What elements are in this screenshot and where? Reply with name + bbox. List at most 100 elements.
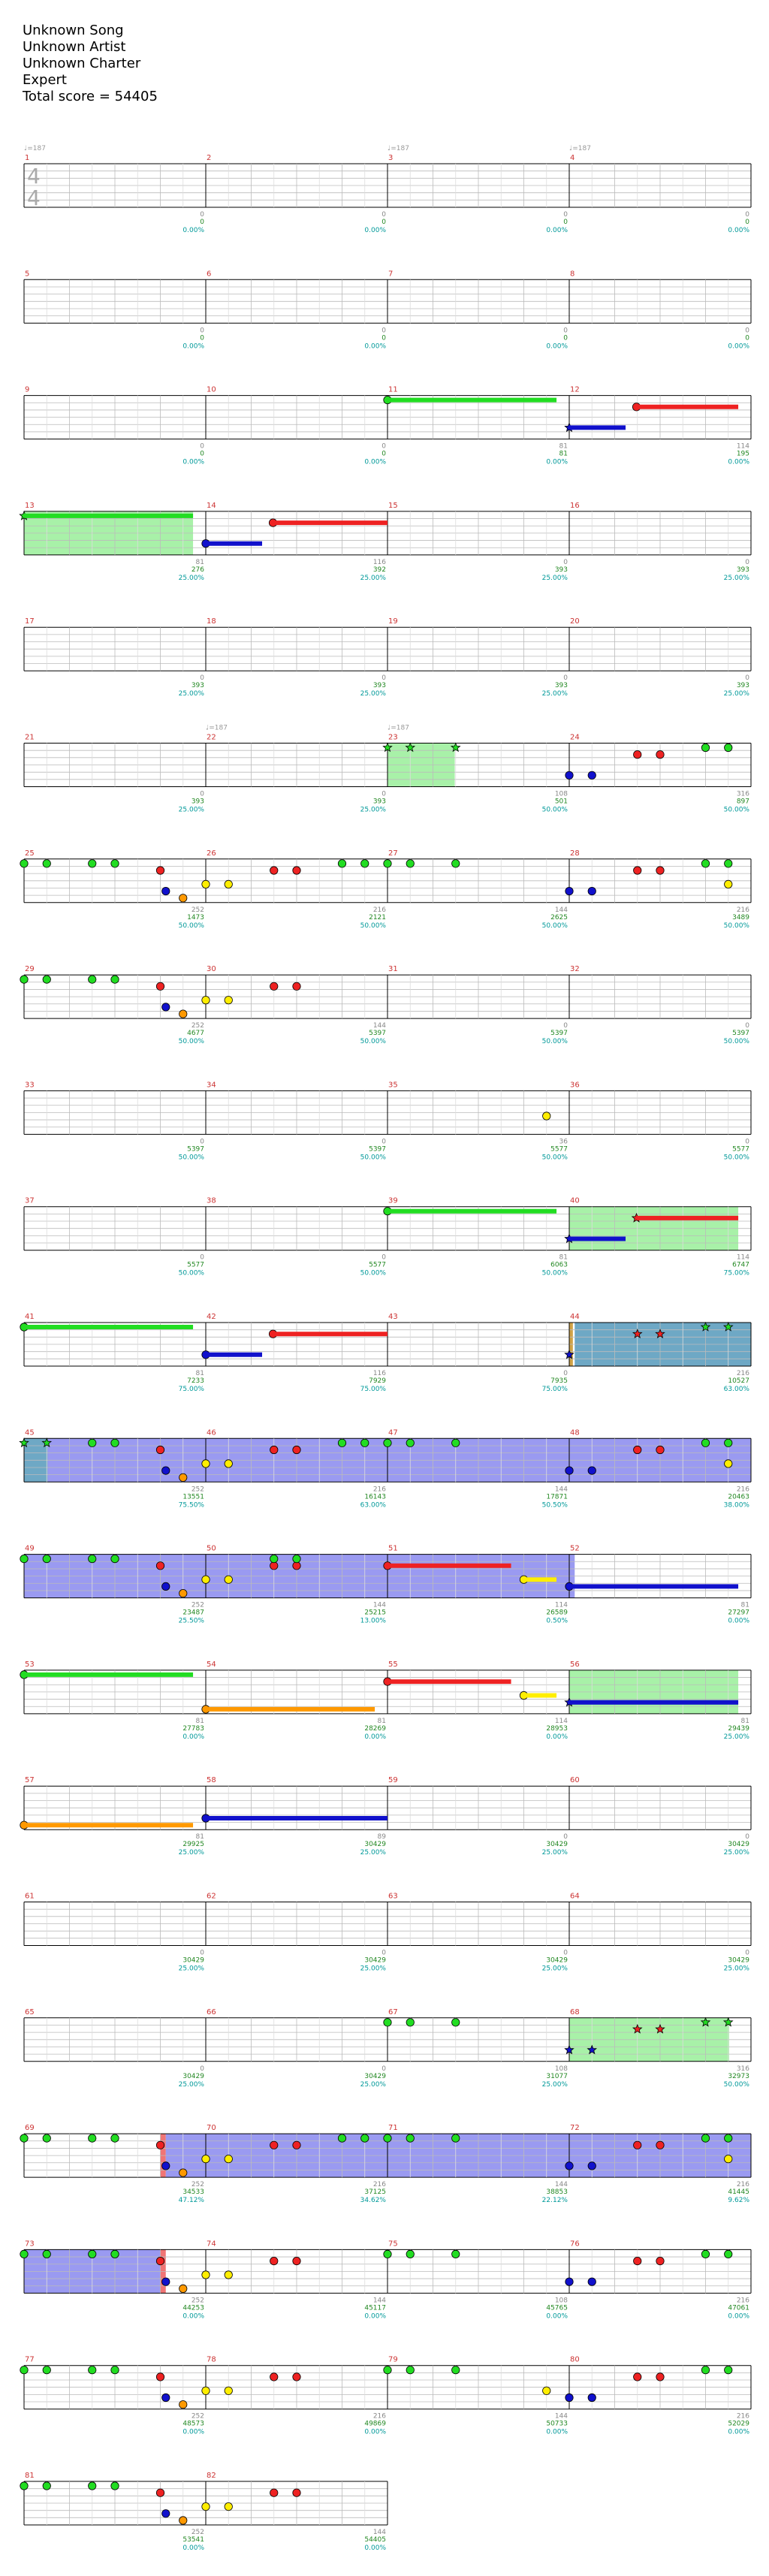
running-total: 7935 [550,1377,568,1385]
song-artist: Unknown Artist [23,39,126,55]
sp-percent: 0.00% [364,342,386,350]
running-total: 5577 [187,1262,204,1269]
measure-note-score: 0 [200,1138,204,1145]
measure-note-score: 81 [196,1833,204,1841]
measure-note-score: 0 [381,211,386,219]
running-total: 25215 [364,1609,386,1617]
measure-number: 81 [25,2472,35,2480]
measure-note-score: 81 [559,443,568,451]
running-total: 2121 [369,914,386,922]
green-note [724,2134,733,2143]
star-note [632,1329,643,1339]
sp-percent: 25.50% [179,1618,205,1625]
measure-number: 13 [25,502,35,510]
measure-note-score: 0 [745,1950,749,1957]
sp-percent: 0.00% [728,2429,749,2436]
measure-number: 28 [570,849,580,858]
green-note [42,859,51,868]
star-note [450,742,461,753]
green-note [110,2481,119,2490]
red-note [292,2372,301,2381]
sp-percent: 0.00% [182,227,204,234]
running-total: 30429 [364,1841,386,1848]
measure-number: 29 [25,965,35,973]
running-total: 392 [373,566,386,574]
green-note [701,743,710,753]
green-note [451,859,460,868]
running-total: 393 [373,682,386,689]
measure-number: 21 [25,734,35,742]
yellow-note [201,879,210,889]
sp-percent: 63.00% [360,1501,387,1509]
running-total: 81 [559,451,568,458]
green-note [360,1438,369,1447]
measure-number: 51 [388,1545,398,1553]
time-signature-top: 4 [27,164,41,189]
yellow-note [201,996,210,1005]
measure-note-score: 0 [563,211,568,219]
sp-percent: 50.00% [542,1154,568,1161]
sp-percent: 0.00% [728,342,749,350]
measure-number: 47 [388,1428,398,1437]
sp-percent: 25.00% [542,690,568,698]
running-total: 27297 [728,1609,749,1617]
measure-note-score: 0 [745,674,749,682]
star-note [41,1437,53,1448]
star-note [405,742,416,753]
sp-percent: 25.00% [724,1849,750,1857]
sp-percent: 50.00% [179,1038,205,1045]
running-total: 48573 [182,2421,204,2428]
sp-percent: 0.00% [364,227,386,234]
sp-percent: 25.00% [360,1965,387,1973]
red-note [656,2140,665,2149]
running-total: 0 [563,219,568,226]
running-total: 276 [191,566,204,574]
red-note [155,2140,165,2149]
measure-note-score: 144 [373,1022,386,1030]
running-total: 54405 [364,2536,386,2544]
blue-note [587,1466,596,1475]
measure-note-score: 144 [373,1602,386,1609]
sp-percent: 50.00% [179,922,205,930]
measure-note-score: 116 [373,559,386,566]
sp-percent: 25.00% [724,1733,750,1741]
measure-note-score: 81 [378,1718,386,1725]
red-note [155,1561,165,1570]
yellow-note [224,2386,233,2395]
sp-percent: 0.50% [546,1618,568,1625]
blue-note [161,1582,170,1591]
running-total: 37125 [364,2188,386,2196]
green-note [383,2018,392,2027]
yellow-note [542,1112,551,1121]
staff-row [23,395,752,440]
red-note [270,866,279,875]
tempo-marker: ♩=187 [569,145,591,152]
running-total: 28953 [546,1725,568,1733]
measure-note-score: 216 [373,2413,386,2421]
sp-percent: 0.00% [728,227,749,234]
blue-note [565,2277,574,2286]
sp-percent: 75.50% [179,1501,205,1509]
measure-number: 35 [388,1081,398,1089]
green-note [20,2366,29,2375]
measure-number: 5 [25,270,29,278]
measure-number: 79 [388,2356,398,2364]
blue-note [587,2161,596,2170]
star-note [19,1437,29,1448]
measure-number: 3 [388,154,393,162]
yellow-note [224,996,233,1005]
green-note [724,859,733,868]
staff-row [23,1902,752,1946]
measure-number: 61 [25,1893,35,1901]
orange-note [179,1009,188,1018]
sp-percent: 25.00% [360,690,387,698]
blue-note [161,887,170,896]
green-note [337,1438,347,1447]
green-note [406,2249,415,2258]
yellow-note [224,1575,233,1584]
yellow-note [224,2270,233,2279]
measure-note-score: 0 [200,791,204,798]
measure-note-score: 0 [381,443,386,451]
measure-note-score: 216 [737,1370,749,1377]
green-note [20,1555,29,1564]
